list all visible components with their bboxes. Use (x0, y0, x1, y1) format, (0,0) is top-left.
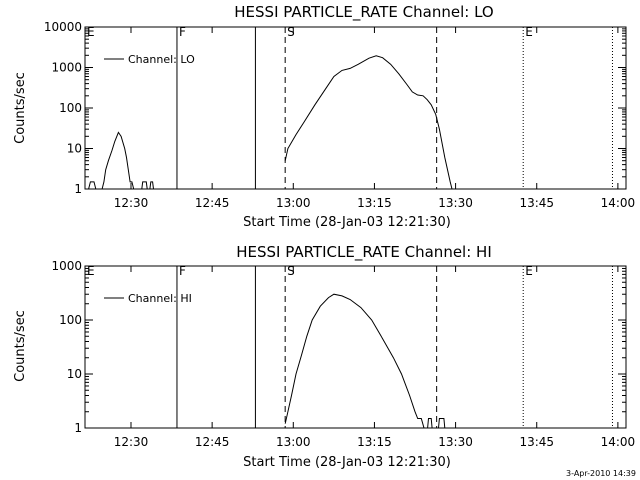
generation-timestamp: 3-Apr-2010 14:39 (566, 469, 636, 478)
x-tick-group: 12:30 12:45 13:00 13:15 13:30 13:45 14:00 (114, 266, 635, 449)
y-tick-group: 1 10 100 1000 (51, 259, 626, 435)
series-group (85, 55, 453, 190)
marker-label: S (287, 25, 295, 39)
marker-label: F (179, 264, 186, 278)
x-tick-label: 13:30 (438, 435, 473, 449)
y-tick-label: 10 (67, 367, 82, 381)
x-tick-label: 13:00 (276, 435, 311, 449)
chart-panel-hi: HESSI PARTICLE_RATE Channel: HI E F S E 12:… (13, 243, 635, 470)
y-tick-label: 1000 (51, 259, 82, 273)
y-tick-label: 1000 (51, 61, 82, 75)
legend-label: Channel: HI (128, 292, 192, 305)
y-tick-label: 1 (74, 182, 82, 196)
y-tick-group: 1 10 100 1000 10000 (44, 20, 626, 196)
x-tick-label: 13:45 (519, 435, 554, 449)
x-tick-label: 13:15 (357, 196, 392, 210)
x-tick-label: 13:30 (438, 196, 473, 210)
marker-label: S (287, 264, 295, 278)
marker-label: E (525, 264, 533, 278)
x-tick-label: 14:00 (601, 196, 636, 210)
y-tick-label: 100 (59, 101, 82, 115)
y-tick-label: 10000 (44, 20, 82, 34)
marker-label: F (179, 25, 186, 39)
marker-label: E (525, 25, 533, 39)
y-axis-label: Counts/sec (13, 310, 28, 382)
y-tick-label: 10 (67, 142, 82, 156)
x-tick-label: 12:45 (195, 435, 230, 449)
marker-label: E (87, 264, 95, 278)
x-axis-label: Start Time (28-Jan-03 12:21:30) (243, 215, 451, 230)
legend: Channel: LO (104, 53, 195, 66)
series-line (85, 131, 154, 190)
series-group (284, 293, 448, 429)
plot-frame (84, 26, 627, 190)
x-tick-label: 12:30 (114, 196, 149, 210)
plot-frame (84, 265, 627, 429)
y-tick-label: 1 (74, 421, 82, 435)
x-tick-label: 13:45 (519, 196, 554, 210)
series-line (284, 293, 448, 429)
x-tick-label: 13:00 (276, 196, 311, 210)
x-tick-label: 14:00 (601, 435, 636, 449)
x-tick-group: 12:30 12:45 13:00 13:15 13:30 13:45 14:00 (114, 27, 635, 210)
series-line (284, 55, 453, 190)
x-tick-label: 12:30 (114, 435, 149, 449)
y-axis-label: Counts/sec (13, 72, 28, 144)
x-axis-label: Start Time (28-Jan-03 12:21:30) (243, 455, 451, 470)
marker-label: E (87, 25, 95, 39)
legend: Channel: HI (104, 292, 192, 305)
x-tick-label: 12:45 (195, 196, 230, 210)
legend-label: Channel: LO (128, 53, 195, 66)
chart-panel-lo: HESSI PARTICLE_RATE Channel: LO E F S E 12:… (13, 3, 635, 230)
chart-title: HESSI PARTICLE_RATE Channel: LO (234, 3, 493, 22)
x-tick-label: 13:15 (357, 435, 392, 449)
chart-title: HESSI PARTICLE_RATE Channel: HI (236, 243, 492, 262)
y-tick-label: 100 (59, 313, 82, 327)
